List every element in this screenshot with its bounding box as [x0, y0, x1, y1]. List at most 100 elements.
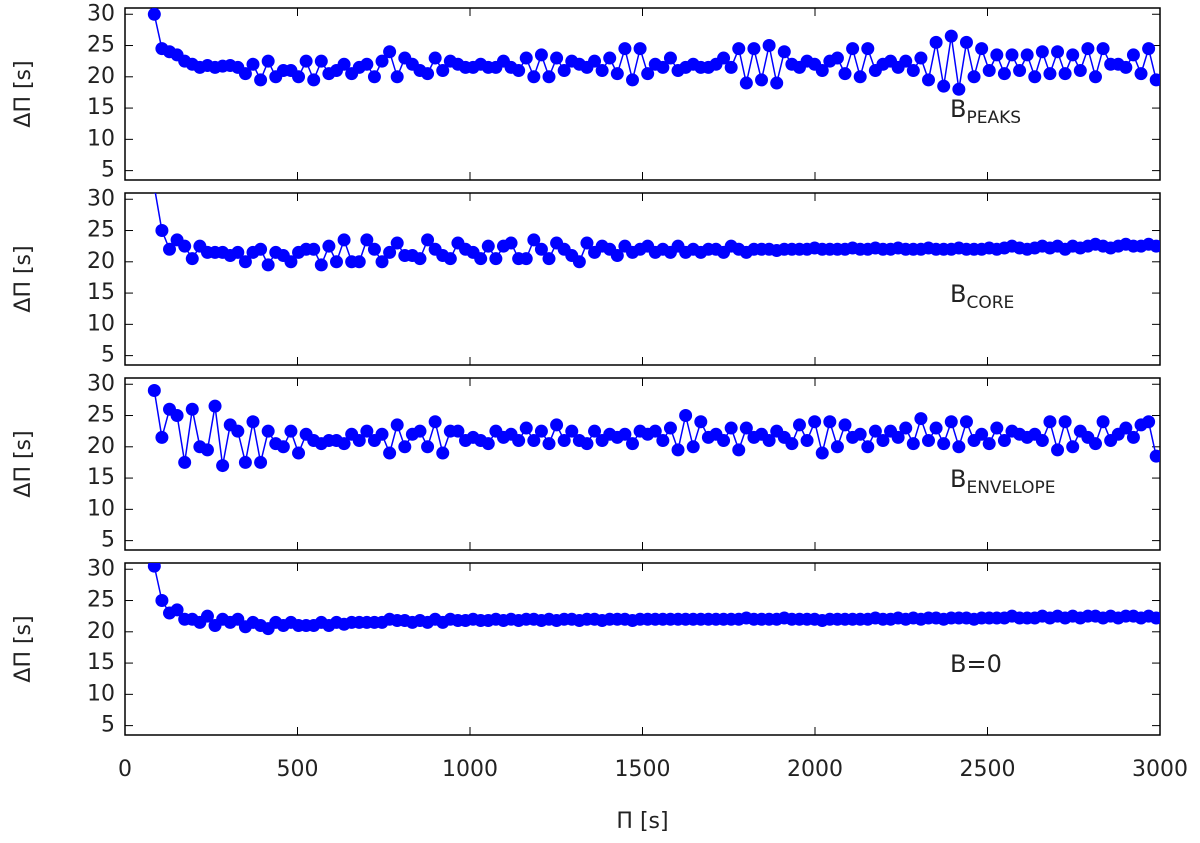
data-point — [588, 424, 602, 438]
data-point — [421, 233, 435, 247]
data-point — [625, 437, 639, 451]
data-point — [595, 64, 609, 78]
data-point — [352, 434, 366, 448]
data-point — [625, 73, 639, 87]
data-point — [428, 51, 442, 65]
data-point — [944, 29, 958, 43]
y-tick-label: 15 — [87, 465, 115, 490]
panel-label: BENVELOPE — [950, 465, 1056, 498]
data-point — [307, 242, 321, 256]
data-point — [147, 8, 161, 21]
data-point — [1126, 48, 1140, 62]
data-point — [284, 255, 298, 269]
data-point — [383, 45, 397, 59]
x-tick-label: 1500 — [615, 757, 671, 782]
data-point — [1142, 42, 1156, 56]
data-point — [1096, 415, 1110, 429]
data-point — [982, 437, 996, 451]
data-point — [792, 418, 806, 432]
panel-label: BPEAKS — [950, 95, 1021, 128]
y-tick-label: 10 — [87, 126, 115, 151]
panel-frame — [124, 377, 1161, 551]
data-point — [944, 415, 958, 429]
data-point — [815, 64, 829, 78]
data-point — [1066, 48, 1080, 62]
data-point — [534, 242, 548, 256]
data-point — [846, 42, 860, 56]
x-tick-label: 500 — [277, 757, 319, 782]
panel-frame — [124, 192, 1161, 366]
data-point — [1119, 60, 1133, 74]
data-point — [152, 193, 157, 194]
data-point — [178, 239, 192, 253]
data-point — [1058, 415, 1072, 429]
data-point — [383, 446, 397, 460]
data-point — [322, 239, 336, 253]
data-point — [1043, 67, 1057, 81]
data-point — [861, 42, 875, 56]
data-point — [254, 242, 268, 256]
data-point — [383, 245, 397, 259]
data-point — [254, 73, 268, 87]
data-point — [1020, 48, 1034, 62]
y-tick-label: 15 — [87, 95, 115, 120]
data-point — [906, 64, 920, 78]
data-point — [732, 42, 746, 56]
data-point — [937, 79, 951, 93]
data-point — [868, 424, 882, 438]
data-point — [367, 70, 381, 84]
data-point — [557, 434, 571, 448]
data-point — [1142, 415, 1156, 429]
data-point — [929, 421, 943, 435]
data-point — [284, 424, 298, 438]
data-point — [823, 415, 837, 429]
data-point — [1149, 611, 1160, 625]
data-point — [580, 437, 594, 451]
data-point — [178, 455, 192, 469]
data-point — [147, 384, 161, 398]
y-tick-label: 25 — [87, 403, 115, 428]
plot-area — [152, 193, 1160, 272]
y-axis-label: ΔΠ [s] — [11, 615, 36, 682]
x-tick-label: 2000 — [787, 757, 843, 782]
data-point — [292, 70, 306, 84]
data-point — [390, 418, 404, 432]
data-point — [861, 440, 875, 454]
data-point — [739, 421, 753, 435]
data-point — [451, 424, 465, 438]
data-point — [436, 64, 450, 78]
data-point — [914, 51, 928, 65]
data-point — [762, 434, 776, 448]
data-point — [952, 82, 966, 96]
y-tick-label: 25 — [87, 588, 115, 613]
data-point — [238, 67, 252, 81]
data-point — [443, 252, 457, 266]
panel-label-main: B — [950, 95, 966, 123]
data-point — [550, 418, 564, 432]
data-point — [1126, 430, 1140, 444]
data-point — [922, 434, 936, 448]
data-point — [618, 42, 632, 56]
y-tick-label: 30 — [87, 1, 115, 26]
y-axis-label: ΔΠ [s] — [11, 60, 36, 127]
y-tick-label: 15 — [87, 650, 115, 675]
y-tick-label: 20 — [87, 434, 115, 459]
data-point — [390, 70, 404, 84]
data-point — [717, 51, 731, 65]
plot-area — [147, 8, 1160, 96]
data-point — [542, 70, 556, 84]
data-point — [959, 415, 973, 429]
data-point — [481, 437, 495, 451]
data-point — [185, 252, 199, 266]
panel-frame — [124, 7, 1161, 181]
data-point — [952, 440, 966, 454]
panel-label-subscript: PEAKS — [966, 108, 1021, 128]
data-point — [641, 67, 655, 81]
data-point — [519, 421, 533, 435]
data-point — [618, 427, 632, 441]
data-point — [1028, 70, 1042, 84]
data-point — [314, 54, 328, 68]
data-point — [413, 424, 427, 438]
data-point — [815, 446, 829, 460]
